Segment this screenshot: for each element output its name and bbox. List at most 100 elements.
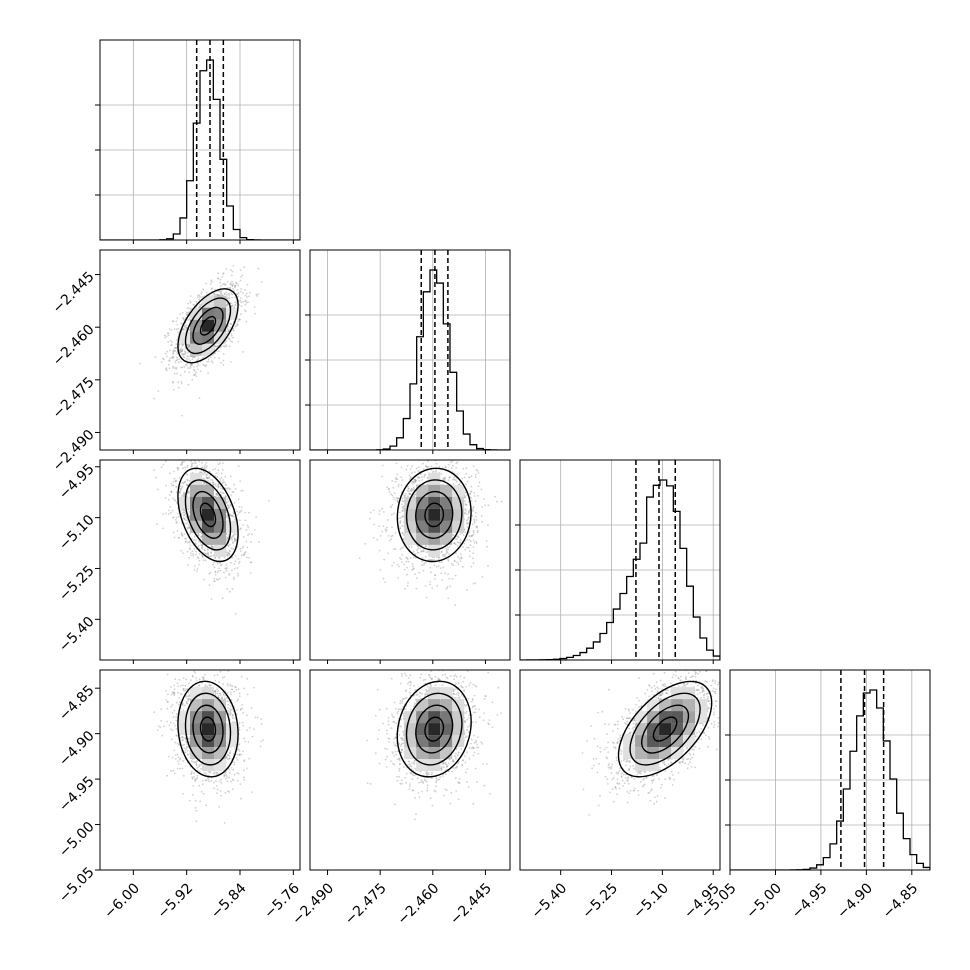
sample-point	[197, 294, 199, 296]
sample-point	[179, 485, 182, 487]
sample-point	[208, 476, 211, 478]
sample-point	[258, 541, 260, 544]
sample-point	[216, 345, 219, 347]
sample-point	[257, 267, 260, 270]
sample-point	[478, 481, 481, 484]
sample-point	[230, 475, 232, 478]
sample-point	[170, 329, 173, 331]
sample-point	[376, 538, 379, 541]
sample-point	[390, 513, 393, 516]
sample-point	[180, 380, 183, 383]
sample-point	[456, 545, 459, 547]
sample-point	[244, 299, 247, 302]
sample-point	[382, 525, 385, 528]
sample-point	[193, 366, 195, 368]
sample-point	[224, 487, 227, 490]
sample-point	[480, 488, 483, 491]
sample-point	[165, 369, 168, 372]
sample-point	[417, 476, 419, 479]
sample-point	[173, 349, 175, 352]
sample-point	[473, 495, 476, 497]
sample-point	[475, 519, 478, 521]
sample-point	[248, 511, 250, 514]
sample-point	[391, 526, 393, 529]
sample-point	[387, 534, 390, 537]
sample-point	[156, 523, 158, 526]
sample-point	[472, 546, 475, 548]
sample-point	[246, 546, 249, 549]
sample-point	[445, 549, 448, 552]
sample-point	[183, 518, 186, 520]
sample-point	[175, 320, 178, 323]
sample-point	[240, 288, 242, 290]
sample-point	[415, 587, 418, 590]
sample-point	[406, 558, 409, 561]
sample-point	[224, 567, 226, 570]
sample-point	[185, 326, 188, 329]
sample-point	[173, 347, 176, 349]
sample-point	[225, 515, 228, 518]
sample-point	[222, 272, 225, 274]
sample-point	[473, 520, 476, 523]
sample-point	[168, 755, 170, 758]
sample-point	[453, 542, 456, 545]
sample-point	[227, 507, 230, 510]
sample-point	[170, 344, 173, 347]
contour-level	[184, 479, 232, 551]
sample-point	[237, 295, 240, 298]
sample-point	[202, 363, 205, 366]
density-cell	[226, 520, 238, 533]
sample-point	[237, 513, 239, 516]
sample-point	[378, 525, 381, 527]
sample-point	[190, 363, 193, 366]
sample-point	[385, 530, 388, 532]
sample-point	[226, 537, 229, 540]
sample-point	[242, 536, 245, 538]
sample-point	[244, 303, 247, 306]
sample-point	[193, 355, 195, 358]
sample-point	[426, 466, 429, 469]
sample-point	[447, 573, 449, 575]
sample-point	[210, 280, 213, 283]
sample-point	[267, 499, 270, 502]
sample-point	[213, 580, 216, 583]
sample-point	[239, 318, 241, 321]
sample-point	[185, 519, 188, 522]
sample-point	[234, 555, 237, 557]
sample-point	[454, 604, 457, 607]
sample-point	[176, 372, 178, 375]
sample-point	[206, 477, 209, 480]
sample-point	[163, 334, 166, 337]
sample-point	[230, 302, 233, 305]
sample-point	[423, 563, 425, 566]
sample-point	[179, 348, 182, 351]
sample-point	[421, 560, 423, 563]
sample-point	[390, 493, 392, 496]
sample-point	[173, 350, 175, 353]
sample-point	[211, 479, 214, 481]
sample-point	[198, 559, 201, 562]
sample-point	[183, 509, 186, 511]
sample-point	[175, 359, 178, 362]
sample-point	[425, 551, 428, 554]
sample-point	[220, 563, 223, 566]
sample-point	[235, 539, 238, 541]
sample-point	[183, 514, 185, 516]
sample-point	[223, 571, 225, 574]
sample-point	[378, 513, 381, 515]
sample-point	[182, 343, 185, 346]
sample-point	[227, 534, 230, 536]
sample-point	[186, 307, 189, 310]
sample-point	[396, 478, 399, 480]
sample-point	[204, 779, 207, 782]
sample-point	[186, 479, 189, 482]
sample-point	[406, 566, 409, 569]
sample-point	[430, 571, 432, 574]
sample-point	[216, 294, 219, 296]
sample-point	[464, 496, 466, 499]
sample-point	[228, 338, 231, 340]
sample-point	[226, 551, 229, 554]
sample-point	[434, 574, 436, 577]
sample-point	[203, 482, 205, 485]
sample-point	[181, 486, 184, 488]
